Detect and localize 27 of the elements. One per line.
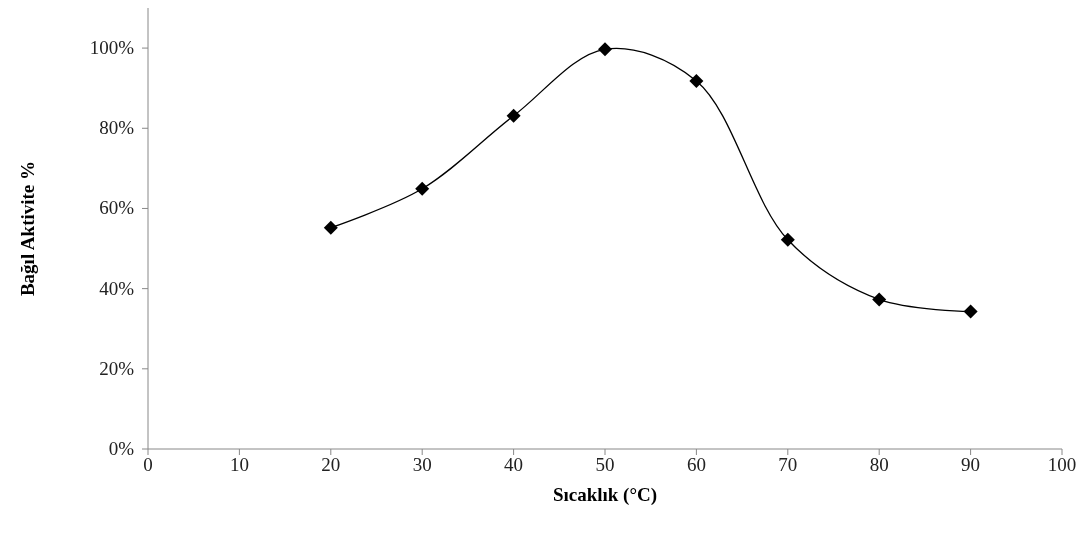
x-tick-label: 30 xyxy=(412,454,432,475)
x-tick-label: 70 xyxy=(778,454,798,475)
x-tick-label: 40 xyxy=(504,454,524,475)
x-tick-label: 60 xyxy=(686,454,706,475)
x-tick-label: 10 xyxy=(229,454,249,475)
x-tick-label: 50 xyxy=(595,454,615,475)
y-tick-label: 20% xyxy=(99,357,135,379)
x-tick-label: 80 xyxy=(869,454,889,475)
point xyxy=(415,181,430,196)
x-tick-label: 20 xyxy=(321,454,341,475)
y-tick-label: 100% xyxy=(89,37,135,59)
y-tick-label: 80% xyxy=(99,117,135,139)
point xyxy=(689,73,704,88)
point xyxy=(872,292,887,307)
point xyxy=(323,220,338,235)
y-tick-label: 0% xyxy=(108,438,135,459)
x-axis-title: Sıcaklık (°C) xyxy=(552,484,658,506)
point xyxy=(780,232,795,247)
x-tick-label: 0 xyxy=(143,454,153,475)
x-tick-label: 90 xyxy=(961,454,981,475)
y-axis-title: Bağıl Aktivite % xyxy=(17,160,38,297)
y-tick-label: 60% xyxy=(99,197,135,219)
point xyxy=(506,108,521,123)
x-tick-label: 100 xyxy=(1047,454,1077,475)
y-tick-label: 40% xyxy=(99,277,135,299)
point xyxy=(598,42,612,57)
point xyxy=(963,304,978,319)
